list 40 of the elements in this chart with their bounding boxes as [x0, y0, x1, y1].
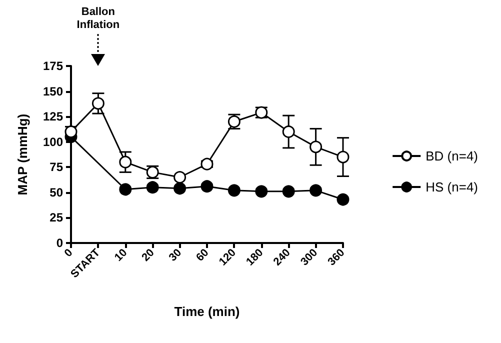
x-tick-label: 20 [140, 246, 157, 264]
y-tick-label: 25 [50, 210, 64, 225]
point [255, 185, 268, 198]
x-tick-label: 300 [298, 246, 320, 268]
point [200, 158, 214, 170]
x-tick-label: 120 [216, 246, 238, 268]
point [228, 184, 240, 197]
x-tick-label: 30 [166, 246, 184, 264]
point [92, 97, 104, 110]
text: Ballon Inflation [76, 6, 121, 32]
point [282, 125, 295, 138]
point [282, 185, 295, 198]
x-tick-label: 180 [244, 246, 266, 268]
legend-label: HS (n=4) [426, 180, 478, 194]
y-tick-label: 175 [42, 59, 64, 73]
y-tick-label: 0 [56, 236, 64, 250]
y-tick-label: 125 [42, 110, 64, 124]
x-tick-label: 240 [271, 246, 293, 268]
x-tick-label: 360 [326, 246, 348, 268]
point [310, 140, 322, 154]
x-axis-title: Time (min) [174, 304, 240, 319]
point [64, 125, 78, 138]
point [174, 182, 186, 195]
point [336, 193, 350, 206]
x-tick-label: 60 [194, 246, 212, 264]
x-tick-label: 10 [112, 246, 130, 264]
y-tick-label: 50 [50, 185, 64, 200]
point [310, 184, 322, 197]
y-tick-label: 100 [42, 134, 64, 149]
y-tick-label: 75 [50, 160, 64, 174]
legend-label: BD (n=4) [426, 148, 478, 164]
point [336, 150, 350, 164]
point [146, 181, 159, 194]
point [200, 180, 214, 193]
point [174, 171, 186, 184]
x-tick-label: 0 [62, 246, 76, 260]
point [119, 156, 132, 168]
y-axis-title: MAP (mmHg) [15, 114, 30, 196]
point [119, 183, 132, 196]
y-tick-label: 150 [42, 84, 64, 98]
